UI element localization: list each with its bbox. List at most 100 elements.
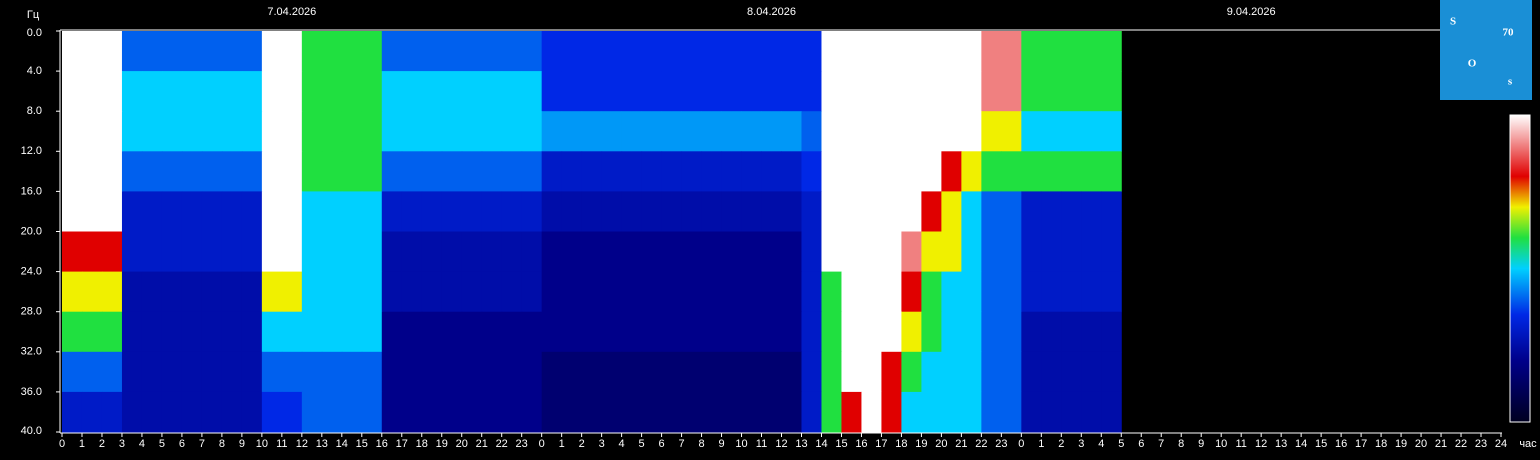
x-tick-label: 21 bbox=[955, 438, 967, 450]
heatmap-cell bbox=[381, 351, 403, 393]
heatmap-cell bbox=[761, 31, 782, 72]
heatmap-cell bbox=[1001, 31, 1022, 72]
heatmap-cell bbox=[381, 151, 403, 192]
heatmap-cell bbox=[681, 71, 703, 112]
heatmap-cell bbox=[141, 31, 163, 72]
heatmap-cell bbox=[62, 151, 83, 192]
heatmap-cell bbox=[361, 231, 383, 273]
heatmap-cell bbox=[221, 231, 243, 273]
heatmap-cell bbox=[241, 151, 263, 192]
heatmap-cell bbox=[901, 111, 922, 152]
heatmap-cell bbox=[961, 391, 982, 433]
x-tick-label: 14 bbox=[336, 438, 348, 450]
heatmap-cell bbox=[581, 111, 603, 152]
heatmap-cell bbox=[881, 111, 902, 152]
heatmap-cell bbox=[521, 311, 543, 353]
heatmap-cell bbox=[721, 31, 743, 72]
date-label: 7.04.2026 bbox=[267, 6, 316, 18]
date-label: 9.04.2026 bbox=[1227, 6, 1276, 18]
heatmap-cell bbox=[341, 351, 363, 393]
heatmap-cell bbox=[561, 111, 583, 152]
heatmap-cell bbox=[1061, 111, 1082, 152]
heatmap-cell bbox=[821, 271, 842, 313]
heatmap-cell bbox=[541, 351, 563, 393]
heatmap-cell bbox=[901, 71, 922, 112]
heatmap-cell bbox=[881, 151, 902, 192]
heatmap-cell bbox=[1101, 231, 1122, 273]
heatmap-cell bbox=[521, 231, 543, 273]
heatmap-cell bbox=[681, 311, 703, 353]
x-tick-label: 12 bbox=[296, 438, 308, 450]
heatmap-cell bbox=[341, 71, 363, 112]
heatmap-cell bbox=[321, 111, 343, 152]
heatmap-cell bbox=[541, 31, 563, 72]
heatmap-cell bbox=[161, 351, 183, 393]
heatmap-cell bbox=[681, 351, 703, 393]
heatmap-cell bbox=[541, 111, 563, 152]
heatmap-cell bbox=[561, 31, 583, 72]
heatmap-cell bbox=[521, 71, 543, 112]
heatmap-cell bbox=[941, 271, 962, 313]
heatmap-cell bbox=[801, 351, 822, 393]
heatmap-cell bbox=[841, 351, 862, 393]
heatmap-cell bbox=[1041, 351, 1062, 393]
heatmap-cell bbox=[361, 71, 383, 112]
heatmap-cell bbox=[661, 191, 683, 232]
heatmap-cell bbox=[441, 151, 463, 192]
heatmap-cell bbox=[441, 391, 463, 433]
heatmap-cell bbox=[301, 31, 323, 72]
logo-number: 70 bbox=[1503, 27, 1515, 39]
heatmap-cell bbox=[501, 31, 523, 72]
heatmap-cell bbox=[601, 191, 623, 232]
heatmap-cell bbox=[1101, 111, 1122, 152]
heatmap-cell bbox=[781, 71, 802, 112]
y-tick-label: 28.0 bbox=[21, 306, 42, 318]
y-tick-label: 32.0 bbox=[21, 346, 42, 358]
heatmap-cell bbox=[161, 111, 183, 152]
heatmap-cell bbox=[62, 391, 83, 433]
heatmap-cell bbox=[201, 391, 223, 433]
heatmap-cell bbox=[281, 31, 303, 72]
heatmap-cell bbox=[181, 31, 203, 72]
heatmap-cell bbox=[701, 311, 723, 353]
heatmap-cell bbox=[481, 231, 503, 273]
heatmap-cell bbox=[381, 231, 403, 273]
heatmap-cell bbox=[641, 271, 663, 313]
heatmap-cell bbox=[621, 231, 643, 273]
heatmap-cell bbox=[261, 351, 283, 393]
heatmap-cell bbox=[641, 151, 663, 192]
heatmap-cell bbox=[441, 271, 463, 313]
heatmap-cell bbox=[481, 31, 503, 72]
heatmap-cell bbox=[281, 391, 303, 433]
heatmap-cell bbox=[961, 191, 982, 232]
heatmap-cell bbox=[581, 391, 603, 433]
heatmap-cell bbox=[741, 311, 763, 353]
heatmap-cell bbox=[781, 391, 802, 433]
heatmap-cell bbox=[681, 151, 703, 192]
heatmap-cell bbox=[421, 271, 443, 313]
x-tick-label: 13 bbox=[316, 438, 328, 450]
heatmap-cell bbox=[201, 151, 223, 192]
heatmap-cell bbox=[281, 191, 303, 232]
heatmap-cell bbox=[221, 111, 243, 152]
heatmap-cell bbox=[421, 111, 443, 152]
heatmap-cell bbox=[381, 71, 403, 112]
heatmap-cell bbox=[341, 311, 363, 353]
heatmap-cell bbox=[81, 351, 103, 393]
heatmap-cell bbox=[961, 311, 982, 353]
heatmap-cell bbox=[741, 31, 763, 72]
heatmap-cell bbox=[621, 31, 643, 72]
heatmap-cell bbox=[881, 31, 902, 72]
heatmap-cell bbox=[361, 311, 383, 353]
heatmap-cell bbox=[781, 271, 802, 313]
heatmap-cell bbox=[401, 351, 423, 393]
heatmap-cell bbox=[201, 351, 223, 393]
heatmap-cell bbox=[841, 231, 862, 273]
x-tick-label: 18 bbox=[1375, 438, 1387, 450]
heatmap-cell bbox=[721, 231, 743, 273]
heatmap-cell bbox=[921, 391, 942, 433]
heatmap-cell bbox=[1001, 391, 1022, 433]
heatmap-cell bbox=[321, 31, 343, 72]
heatmap-cell bbox=[421, 71, 443, 112]
heatmap-cell bbox=[241, 311, 263, 353]
